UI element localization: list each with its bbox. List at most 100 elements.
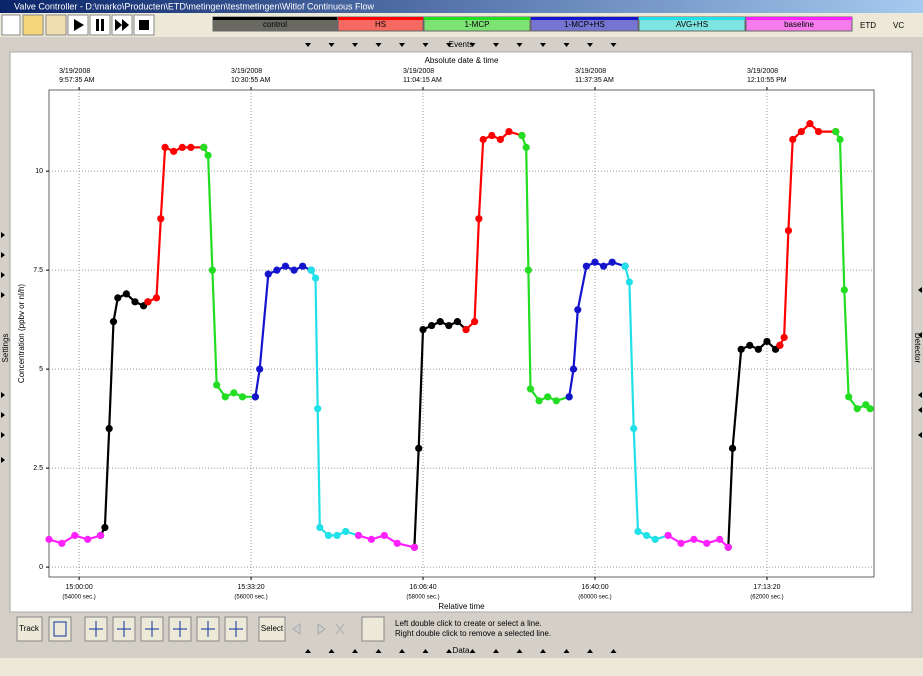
side-arrow [918, 432, 922, 438]
legend-label: baseline [784, 20, 814, 29]
data-point [789, 135, 797, 144]
x2-tick-label: 11:37:35 AM [575, 77, 614, 84]
data-point [754, 345, 762, 353]
side-arrow [918, 332, 922, 338]
data-point [518, 131, 526, 140]
data-point [208, 266, 216, 274]
data-point [157, 215, 165, 223]
new-button[interactable] [1, 14, 21, 36]
data-point [776, 341, 784, 349]
side-arrow [1, 252, 5, 258]
data-point [445, 321, 453, 330]
x-tick-sublabel: (60000 sec.) [578, 595, 611, 601]
y-axis-title: Concentration (ppbv or nl/h) [17, 284, 26, 384]
data-point [161, 143, 169, 152]
event-arrow [422, 43, 429, 47]
legend-stripe [746, 17, 852, 20]
data-point [316, 523, 324, 532]
data-point [462, 325, 470, 334]
data-point [797, 127, 805, 136]
select-label: Select [261, 624, 284, 633]
forward-icon [115, 19, 129, 31]
zoom-button[interactable] [48, 616, 72, 642]
x2-tick-label: 10:30:55 AM [231, 77, 270, 84]
data-point [314, 405, 322, 413]
data-label: Data [453, 646, 470, 655]
data-point [642, 531, 651, 540]
x-tick-sublabel: (56000 sec.) [234, 595, 267, 601]
pause-button[interactable] [89, 14, 111, 36]
data-point [324, 531, 333, 540]
settings-label: Settings [1, 334, 10, 363]
select-button[interactable] [258, 616, 286, 642]
track-button[interactable] [16, 616, 43, 642]
data-point [311, 274, 320, 282]
hand-button[interactable] [45, 14, 67, 36]
pause-icon [96, 19, 99, 31]
data-point [763, 337, 771, 346]
data-point [488, 131, 496, 140]
event-arrow [399, 43, 405, 47]
window-title: Valve Controller - D:\marko\Producten\ET… [14, 1, 374, 11]
data-point [200, 143, 208, 152]
disabled-icons [292, 623, 345, 635]
events-bar[interactable] [0, 38, 923, 51]
data-arrow [516, 649, 523, 653]
x2-tick-date: 3/19/2008 [231, 68, 262, 75]
data-point [552, 397, 560, 405]
data-point [204, 151, 212, 159]
data-point [866, 405, 874, 413]
x-tick-label: 16:40:00 [581, 584, 608, 591]
toolbar-buttons[interactable] [1, 14, 155, 36]
x2-tick-date: 3/19/2008 [59, 68, 90, 75]
legend-stripe [639, 17, 745, 20]
data-arrow [587, 649, 593, 653]
data-point [746, 341, 754, 349]
data-arrow [446, 649, 452, 653]
data-point [651, 535, 659, 543]
data-point [273, 266, 281, 274]
event-arrow [375, 43, 382, 47]
indicator: ETD [860, 21, 876, 30]
event-arrow [610, 43, 617, 47]
data-point [535, 397, 543, 405]
data-point [230, 389, 238, 397]
data-point [569, 365, 578, 373]
line-button[interactable] [361, 616, 385, 642]
data-point [122, 290, 130, 298]
data-point [703, 539, 711, 547]
data-point [664, 531, 672, 540]
data-point [213, 381, 221, 389]
side-arrow [1, 457, 5, 463]
data-point [393, 539, 401, 547]
data-point [784, 226, 793, 235]
data-bar[interactable] [0, 645, 923, 657]
legend-stripe [213, 17, 337, 20]
legend-label: AVG+HS [676, 20, 708, 29]
side-arrow [918, 407, 922, 413]
detector-label: Detector [913, 333, 922, 364]
x-tick-sublabel: (54000 sec.) [62, 595, 95, 601]
open-button[interactable] [22, 14, 44, 36]
data-point [625, 278, 633, 286]
data-arrow [399, 649, 405, 653]
event-arrow [469, 43, 476, 47]
data-point [690, 535, 698, 543]
zoom-buttons[interactable] [48, 616, 248, 642]
data-point [591, 258, 599, 266]
data-point [814, 127, 823, 136]
event-arrow [516, 43, 523, 47]
data-point [522, 143, 530, 152]
event-arrow [493, 43, 499, 47]
legend-stripe [338, 17, 423, 20]
hint: Left double click to create or select a … [395, 619, 542, 628]
side-arrow [918, 392, 922, 398]
track-label: Track [19, 624, 40, 633]
x-tick-label: 15:33:20 [237, 584, 264, 591]
data-point [333, 531, 341, 540]
data-arrow [540, 649, 546, 653]
data-point [599, 262, 608, 270]
data-point [716, 535, 724, 543]
data-point [832, 127, 840, 136]
